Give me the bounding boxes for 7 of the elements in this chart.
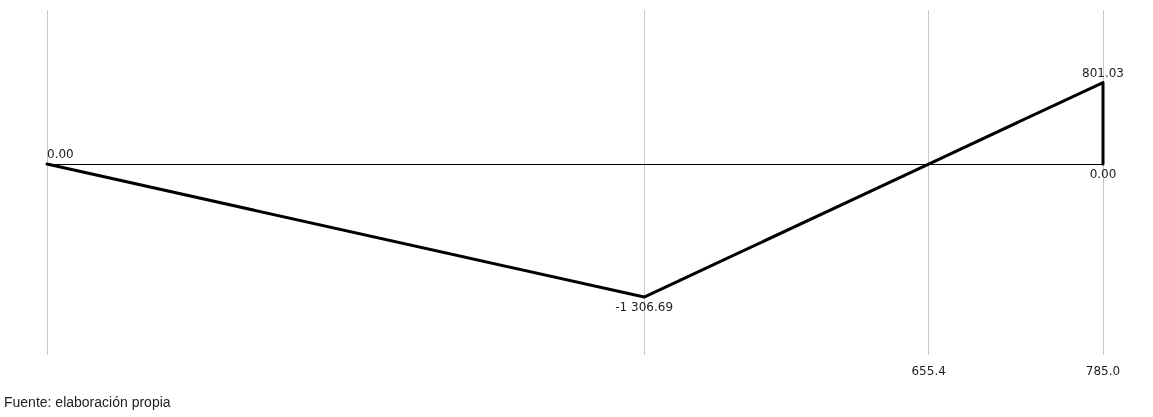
data-label: 0.00 bbox=[47, 147, 74, 162]
source-note: Fuente: elaboración propia bbox=[4, 394, 171, 410]
data-label: 0.00 bbox=[1089, 167, 1117, 182]
x-tick-label: 785.0 bbox=[1085, 364, 1121, 378]
data-label: -1 306.69 bbox=[615, 300, 674, 315]
x-tick-label: 655.4 bbox=[911, 364, 946, 378]
data-label: 801.03 bbox=[1082, 65, 1124, 80]
